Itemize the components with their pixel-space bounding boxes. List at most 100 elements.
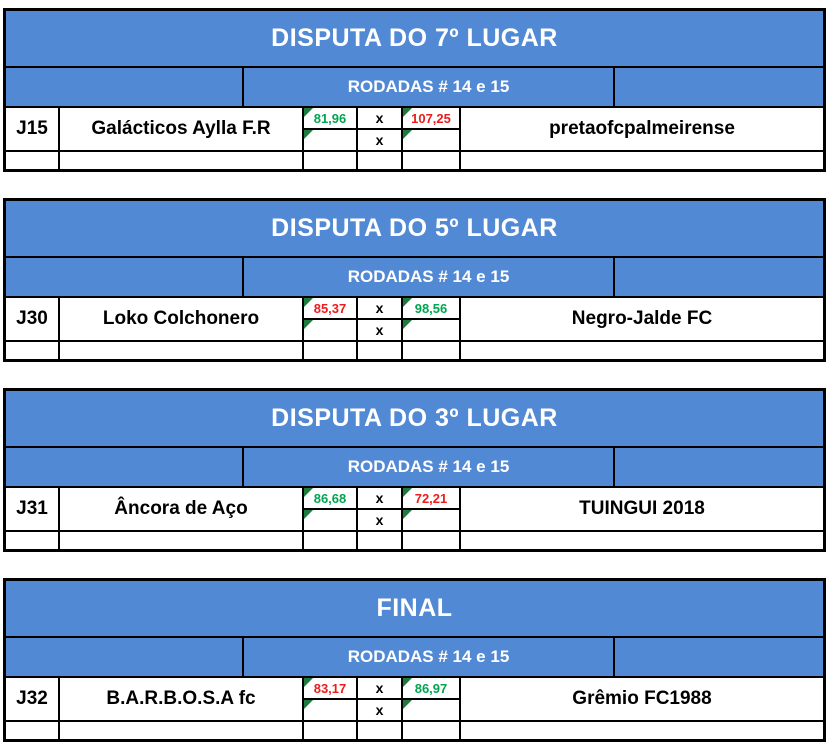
away-score-leg1-cell: 98,56 — [403, 298, 459, 318]
comment-flag-icon — [403, 678, 412, 687]
comment-flag-icon — [304, 108, 313, 117]
rounds-header-right-cell — [615, 638, 823, 676]
home-score: 85,37 — [313, 300, 347, 316]
empty-cell — [461, 152, 823, 169]
empty-cell — [60, 342, 302, 359]
bracket-section-3rd-place: DISPUTA DO 3º LUGAR RODADAS # 14 e 15 J3… — [3, 388, 826, 552]
rounds-label: RODADAS # 14 e 15 — [244, 638, 613, 676]
empty-cell — [6, 342, 58, 359]
comment-flag-icon — [403, 510, 412, 519]
away-score: 98,56 — [414, 300, 448, 316]
home-score-column: 81,96 — [304, 108, 356, 150]
home-team-cell: B.A.R.B.O.S.A fc — [60, 678, 302, 720]
versus-mark: x — [358, 700, 401, 720]
home-score-leg2-cell — [304, 510, 356, 530]
empty-cell — [6, 152, 58, 169]
away-score: 72,21 — [414, 490, 448, 506]
empty-cell — [358, 532, 401, 549]
empty-cell — [60, 722, 302, 739]
versus-mark: x — [358, 678, 401, 698]
empty-cell — [358, 342, 401, 359]
match-id-cell: J30 — [6, 298, 58, 340]
home-score: 86,68 — [313, 490, 347, 506]
home-score: 81,96 — [313, 110, 347, 126]
comment-flag-icon — [304, 700, 313, 709]
empty-cell — [461, 722, 823, 739]
versus-mark: x — [358, 108, 401, 128]
bracket-title: DISPUTA DO 7º LUGAR — [6, 11, 823, 66]
rounds-header-left-cell — [6, 68, 242, 106]
comment-flag-icon — [304, 320, 313, 329]
versus-column: x x — [358, 678, 401, 720]
home-team-cell: Âncora de Aço — [60, 488, 302, 530]
rounds-header-right-cell — [615, 448, 823, 486]
empty-cell — [403, 722, 459, 739]
rounds-label: RODADAS # 14 e 15 — [244, 258, 613, 296]
away-team-cell: Negro-Jalde FC — [461, 298, 823, 340]
match-id-cell: J15 — [6, 108, 58, 150]
away-score-leg1-cell: 72,21 — [403, 488, 459, 508]
empty-row — [6, 152, 823, 169]
comment-flag-icon — [403, 108, 412, 117]
comment-flag-icon — [403, 488, 412, 497]
away-score-column: 107,25 — [403, 108, 459, 150]
away-team-cell: pretaofcpalmeirense — [461, 108, 823, 150]
empty-cell — [6, 722, 58, 739]
home-score-leg1-cell: 86,68 — [304, 488, 356, 508]
away-score: 107,25 — [411, 110, 451, 126]
empty-cell — [403, 152, 459, 169]
empty-cell — [403, 532, 459, 549]
away-score-column: 72,21 — [403, 488, 459, 530]
empty-cell — [304, 152, 356, 169]
versus-mark: x — [358, 488, 401, 508]
rounds-header-right-cell — [615, 68, 823, 106]
comment-flag-icon — [403, 298, 412, 307]
away-score-leg2-cell — [403, 510, 459, 530]
versus-mark: x — [358, 320, 401, 340]
versus-column: x x — [358, 108, 401, 150]
rounds-header-left-cell — [6, 258, 242, 296]
bracket-title: DISPUTA DO 5º LUGAR — [6, 201, 823, 256]
away-score-column: 98,56 — [403, 298, 459, 340]
home-score-leg1-cell: 81,96 — [304, 108, 356, 128]
away-score-column: 86,97 — [403, 678, 459, 720]
rounds-header-row: RODADAS # 14 e 15 — [6, 68, 823, 106]
empty-cell — [403, 342, 459, 359]
away-score-leg2-cell — [403, 700, 459, 720]
match-row: J30 Loko Colchonero 85,37 x x 98,56 Negr… — [6, 298, 823, 340]
match-row: J32 B.A.R.B.O.S.A fc 83,17 x x 86,97 Grê… — [6, 678, 823, 720]
rounds-header-row: RODADAS # 14 e 15 — [6, 258, 823, 296]
home-score: 83,17 — [313, 680, 347, 696]
rounds-header-row: RODADAS # 14 e 15 — [6, 638, 823, 676]
empty-cell — [358, 152, 401, 169]
empty-cell — [358, 722, 401, 739]
rounds-header-right-cell — [615, 258, 823, 296]
versus-mark: x — [358, 510, 401, 530]
versus-mark: x — [358, 298, 401, 318]
empty-cell — [304, 532, 356, 549]
bracket-section-5th-place: DISPUTA DO 5º LUGAR RODADAS # 14 e 15 J3… — [3, 198, 826, 362]
home-team-cell: Loko Colchonero — [60, 298, 302, 340]
rounds-header-left-cell — [6, 448, 242, 486]
match-row: J31 Âncora de Aço 86,68 x x 72,21 TUINGU… — [6, 488, 823, 530]
comment-flag-icon — [403, 700, 412, 709]
match-id-cell: J31 — [6, 488, 58, 530]
empty-cell — [60, 152, 302, 169]
away-score-leg1-cell: 86,97 — [403, 678, 459, 698]
home-score-column: 86,68 — [304, 488, 356, 530]
home-score-column: 85,37 — [304, 298, 356, 340]
empty-cell — [6, 532, 58, 549]
match-id-cell: J32 — [6, 678, 58, 720]
versus-mark: x — [358, 130, 401, 150]
home-score-leg2-cell — [304, 320, 356, 340]
bracket-title: DISPUTA DO 3º LUGAR — [6, 391, 823, 446]
empty-cell — [461, 342, 823, 359]
comment-flag-icon — [304, 678, 313, 687]
bracket-title: FINAL — [6, 581, 823, 636]
away-score-leg1-cell: 107,25 — [403, 108, 459, 128]
comment-flag-icon — [403, 130, 412, 139]
rounds-header-left-cell — [6, 638, 242, 676]
away-team-cell: Grêmio FC1988 — [461, 678, 823, 720]
empty-cell — [304, 722, 356, 739]
away-score: 86,97 — [414, 680, 448, 696]
